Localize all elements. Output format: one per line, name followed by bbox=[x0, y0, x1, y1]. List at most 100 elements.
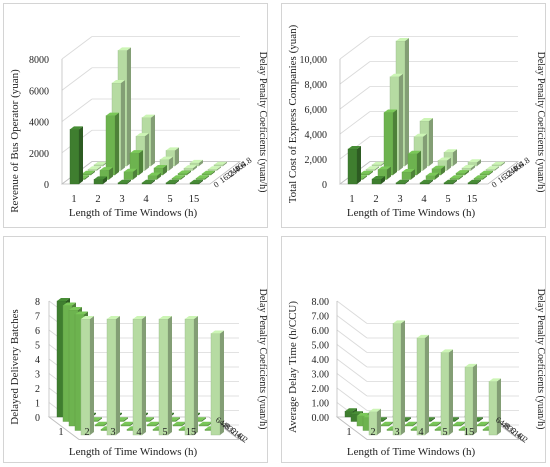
bar bbox=[146, 424, 157, 427]
bar-top bbox=[75, 311, 88, 315]
bar-top bbox=[474, 175, 487, 179]
bar bbox=[359, 173, 370, 176]
bar-top bbox=[88, 166, 101, 170]
bar-side bbox=[473, 363, 477, 435]
bar bbox=[147, 175, 158, 180]
depth-tick-label: 0 bbox=[211, 179, 220, 190]
bar-top bbox=[405, 421, 417, 425]
bar bbox=[452, 424, 462, 427]
y-tick-label: 6,000 bbox=[305, 105, 328, 116]
bar bbox=[80, 318, 91, 436]
gridline bbox=[61, 67, 93, 91]
bar-top bbox=[136, 133, 149, 137]
bar-top bbox=[214, 161, 227, 165]
bar-top bbox=[199, 421, 212, 425]
bar bbox=[213, 164, 224, 167]
bar-side bbox=[459, 175, 463, 180]
bar-top bbox=[82, 170, 95, 174]
bar bbox=[81, 173, 92, 176]
x-tick-label: 2 bbox=[84, 427, 89, 438]
bar-side bbox=[357, 146, 361, 184]
bar-side bbox=[405, 38, 409, 166]
bar-top bbox=[121, 421, 134, 425]
bar-top bbox=[81, 316, 94, 319]
y-tick-label: 1 bbox=[35, 399, 40, 410]
bar bbox=[106, 318, 117, 436]
x-axis-label: Length of Time Windows (h) bbox=[347, 446, 476, 458]
bar-top bbox=[462, 165, 475, 168]
bar-top bbox=[420, 179, 433, 183]
bar-top bbox=[184, 165, 197, 169]
y-tick-label: 0 bbox=[322, 180, 327, 191]
bar-top bbox=[142, 179, 155, 183]
y-tick-label: 8.00 bbox=[312, 297, 330, 308]
bar bbox=[183, 167, 194, 171]
gridline bbox=[339, 86, 371, 110]
bar-side bbox=[383, 417, 387, 422]
bar bbox=[120, 424, 131, 427]
gridline bbox=[336, 329, 368, 353]
gridline bbox=[336, 358, 368, 382]
bar-top bbox=[142, 114, 155, 118]
bar-side bbox=[449, 349, 453, 435]
bar-top bbox=[444, 179, 457, 183]
bar bbox=[404, 424, 414, 427]
bar-top bbox=[468, 159, 481, 163]
y-tick-label: 2.00 bbox=[312, 384, 330, 395]
bar bbox=[479, 173, 490, 176]
bar-top bbox=[69, 307, 82, 310]
bar-top bbox=[486, 166, 499, 170]
y-tick-label: 1.00 bbox=[312, 399, 330, 410]
bar-side bbox=[127, 47, 131, 166]
chart-panel-bus-revenue: 0 2000 4000 6000 8000 1 2 3 4 5 15 0 16.2 32.4 48.6 64.… bbox=[3, 3, 268, 228]
bar bbox=[449, 178, 460, 180]
bar bbox=[473, 178, 484, 180]
bar-side bbox=[97, 166, 101, 171]
x-tick-label: 5 bbox=[442, 427, 447, 438]
bar bbox=[485, 169, 496, 171]
bar-top bbox=[130, 150, 143, 154]
x-tick-label: 1 bbox=[58, 427, 63, 438]
x-tick-label: 15 bbox=[467, 194, 478, 205]
bar-top bbox=[351, 411, 363, 415]
bar-top bbox=[477, 421, 489, 425]
y-tick-label: 2 bbox=[35, 384, 40, 395]
bar bbox=[207, 169, 218, 171]
bar-top bbox=[465, 363, 477, 367]
bar-side bbox=[465, 170, 469, 175]
y-tick-label: 8 bbox=[35, 297, 40, 308]
bar-top bbox=[372, 176, 385, 179]
bar-top bbox=[366, 166, 379, 170]
bar bbox=[132, 318, 143, 436]
bar-side bbox=[193, 165, 197, 171]
bar-side bbox=[220, 330, 224, 435]
bar bbox=[158, 318, 169, 436]
bar-side bbox=[387, 166, 391, 180]
bar-side bbox=[399, 73, 403, 171]
y-axis-label: Delayed Delivery Batches bbox=[9, 309, 21, 424]
bar-top bbox=[107, 316, 120, 319]
x-tick-label: 4 bbox=[143, 194, 149, 205]
depth-axis-label: Delay Penalty Coeficients (yuan/h) bbox=[257, 289, 267, 430]
bar-side bbox=[495, 166, 499, 171]
x-axis-label: Length of Time Windows (h) bbox=[347, 207, 476, 219]
bar-top bbox=[450, 175, 463, 179]
bar bbox=[94, 424, 105, 427]
bar-top bbox=[202, 170, 215, 174]
bar-top bbox=[100, 167, 113, 171]
bar bbox=[165, 182, 176, 185]
bar-side bbox=[98, 417, 102, 422]
bar-side bbox=[381, 176, 385, 184]
y-tick-label: 4.00 bbox=[312, 355, 330, 366]
bar-top bbox=[381, 421, 393, 425]
bar-top bbox=[133, 316, 146, 319]
bar-side bbox=[417, 150, 421, 175]
bar-side bbox=[109, 167, 113, 180]
bar-top bbox=[208, 166, 221, 170]
x-tick-label: 2 bbox=[95, 194, 100, 205]
bar bbox=[189, 182, 200, 185]
bar-side bbox=[127, 179, 131, 184]
bar bbox=[172, 424, 183, 427]
bar-top bbox=[390, 73, 403, 77]
